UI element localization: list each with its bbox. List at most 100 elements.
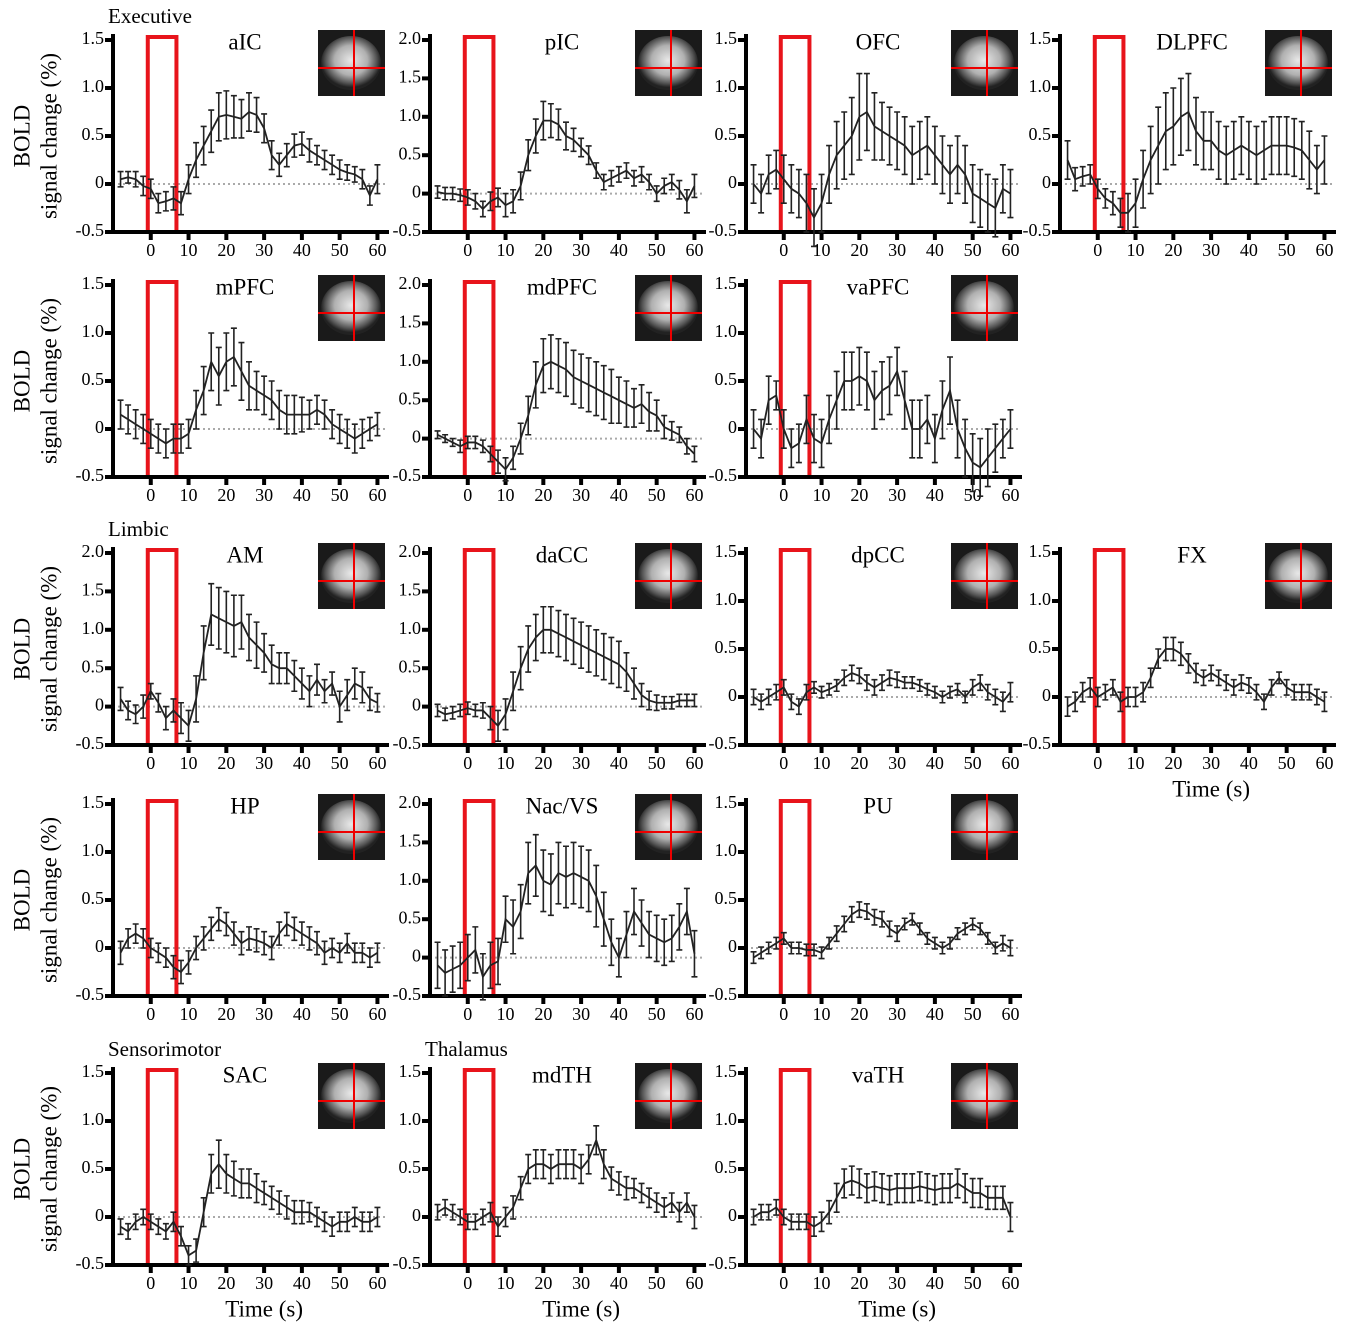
x-tick-label: 40 (926, 485, 944, 505)
x-tick-label: 40 (293, 1273, 311, 1293)
error-bar-stroke (691, 445, 698, 463)
y-tick-label: 0 (412, 695, 421, 715)
x-tick-label: 30 (1202, 753, 1220, 773)
group-label: Limbic (108, 517, 169, 541)
x-tick-label: 60 (1001, 1004, 1019, 1024)
panel: -0.5 0 0.5 1.0 1.5 0 10 20 30 40 50 60 DLPFC (1023, 28, 1336, 260)
x-tick-label: 60 (1315, 753, 1333, 773)
y-tick-label: 2.0 (399, 273, 422, 293)
y-tick-label: -0.5 (393, 733, 422, 753)
x-tick-label: 40 (610, 1273, 628, 1293)
x-tick-label: 30 (572, 485, 590, 505)
x-tick-label: 30 (888, 240, 906, 260)
panel-title: FX (1177, 542, 1207, 567)
panel: -0.5 0 0.5 1.0 1.5 0 10 20 30 40 50 60 mdTH Thalamus T… (393, 1037, 706, 1321)
y-tick-label: 1.5 (399, 67, 422, 87)
x-tick-label: 60 (685, 1273, 703, 1293)
y-tick-label: 0.5 (1029, 637, 1052, 657)
y-tick-label: 1.0 (82, 76, 105, 96)
x-tick-label: 0 (779, 1273, 788, 1293)
y-tick-label: 1.5 (399, 1061, 422, 1081)
x-tick-label: 50 (648, 1273, 666, 1293)
x-tick-label: 50 (1278, 240, 1296, 260)
y-tick-label: -0.5 (76, 984, 105, 1004)
panel: -0.5 0 0.5 1.0 1.5 2.0 0 10 20 30 40 50 60 daCC (393, 541, 706, 773)
y-tick-label: -0.5 (76, 220, 105, 240)
x-tick-label: 50 (964, 1273, 982, 1293)
x-tick-label: 10 (180, 240, 198, 260)
y-tick-label: 0 (412, 946, 421, 966)
inset-brain (321, 36, 381, 90)
stimulus-window (778, 799, 812, 998)
x-tick-label: 40 (293, 485, 311, 505)
panel-title: vaPFC (847, 274, 910, 299)
y-tick-label: 1.0 (399, 869, 422, 889)
y-tick-label: 1.5 (715, 1061, 738, 1081)
x-tick-label: 10 (180, 1004, 198, 1024)
inset-brain (638, 1069, 698, 1123)
y-tick-label: 0 (95, 417, 104, 437)
y-tick-label: 0.5 (715, 637, 738, 657)
x-tick-label: 0 (463, 753, 472, 773)
y-tick-label: 1.0 (715, 1109, 738, 1129)
y-tick-label: 1.0 (82, 1109, 105, 1129)
x-tick-label: 50 (331, 1273, 349, 1293)
data-line (119, 613, 378, 728)
inset-brain (638, 800, 698, 854)
x-tick-label: 40 (610, 1004, 628, 1024)
x-tick-label: 0 (146, 485, 155, 505)
x-axis-title: Time (s) (542, 1296, 620, 1321)
data-line (752, 368, 1012, 469)
data-line (1067, 648, 1325, 708)
x-tick-label: 10 (1127, 240, 1145, 260)
panel-title: mPFC (216, 274, 275, 299)
x-tick-label: 30 (255, 240, 273, 260)
y-tick-label: -0.5 (709, 465, 738, 485)
y-tick-label: 1.5 (82, 1061, 105, 1081)
y-tick-label: 0.5 (1029, 124, 1052, 144)
x-tick-label: 10 (180, 753, 198, 773)
y-tick-label: 1.0 (1029, 76, 1052, 96)
stimulus-window (145, 1068, 179, 1267)
x-tick-label: 40 (926, 753, 944, 773)
y-tick-label: -0.5 (709, 1253, 738, 1273)
x-tick-label: 40 (1240, 753, 1258, 773)
y-tick-label: 0.5 (82, 124, 105, 144)
y-axis-title: BOLD (9, 618, 34, 681)
x-tick-label: 30 (888, 485, 906, 505)
x-tick-label: 20 (850, 753, 868, 773)
y-tick-label: 0.5 (399, 1157, 422, 1177)
x-tick-label: 40 (610, 240, 628, 260)
y-tick-label: 1.5 (82, 28, 105, 48)
y-tick-label: 0 (1042, 172, 1051, 192)
y-tick-label: 0.5 (715, 1157, 738, 1177)
error-bar (1007, 681, 1014, 703)
inset-brain (954, 1069, 1014, 1123)
y-tick-label: 2.0 (399, 792, 422, 812)
x-tick-label: 50 (1278, 753, 1296, 773)
x-axis-title: Time (s) (1172, 776, 1250, 801)
x-tick-label: 30 (255, 1004, 273, 1024)
panel-title: AM (226, 542, 263, 567)
data-line (120, 355, 378, 445)
x-tick-label: 50 (964, 485, 982, 505)
x-tick-label: 50 (331, 485, 349, 505)
x-tick-label: 40 (293, 1004, 311, 1024)
y-axis-title: signal change (%) (36, 53, 61, 219)
y-tick-label: 1.5 (399, 312, 422, 332)
panel: -0.5 0 0.5 1.0 1.5 0 10 20 30 40 50 60 OFC (709, 28, 1022, 260)
panel: -0.5 0 0.5 1.0 1.5 2.0 0 10 20 30 40 50 60 AM Limbic BO… (9, 517, 389, 773)
x-tick-label: 20 (534, 1004, 552, 1024)
x-tick-label: 40 (926, 1273, 944, 1293)
y-tick-label: 1.0 (82, 618, 105, 638)
data-line (120, 110, 379, 205)
inset-brain (321, 281, 381, 335)
error-bar-stroke (1007, 681, 1014, 703)
data-line (752, 110, 1011, 220)
y-axis-title: BOLD (9, 1138, 34, 1201)
y-tick-label: 0.5 (715, 124, 738, 144)
x-tick-label: 20 (1164, 753, 1182, 773)
y-tick-label: 0 (1042, 685, 1051, 705)
y-tick-label: 0 (728, 936, 737, 956)
y-tick-label: 0 (95, 936, 104, 956)
